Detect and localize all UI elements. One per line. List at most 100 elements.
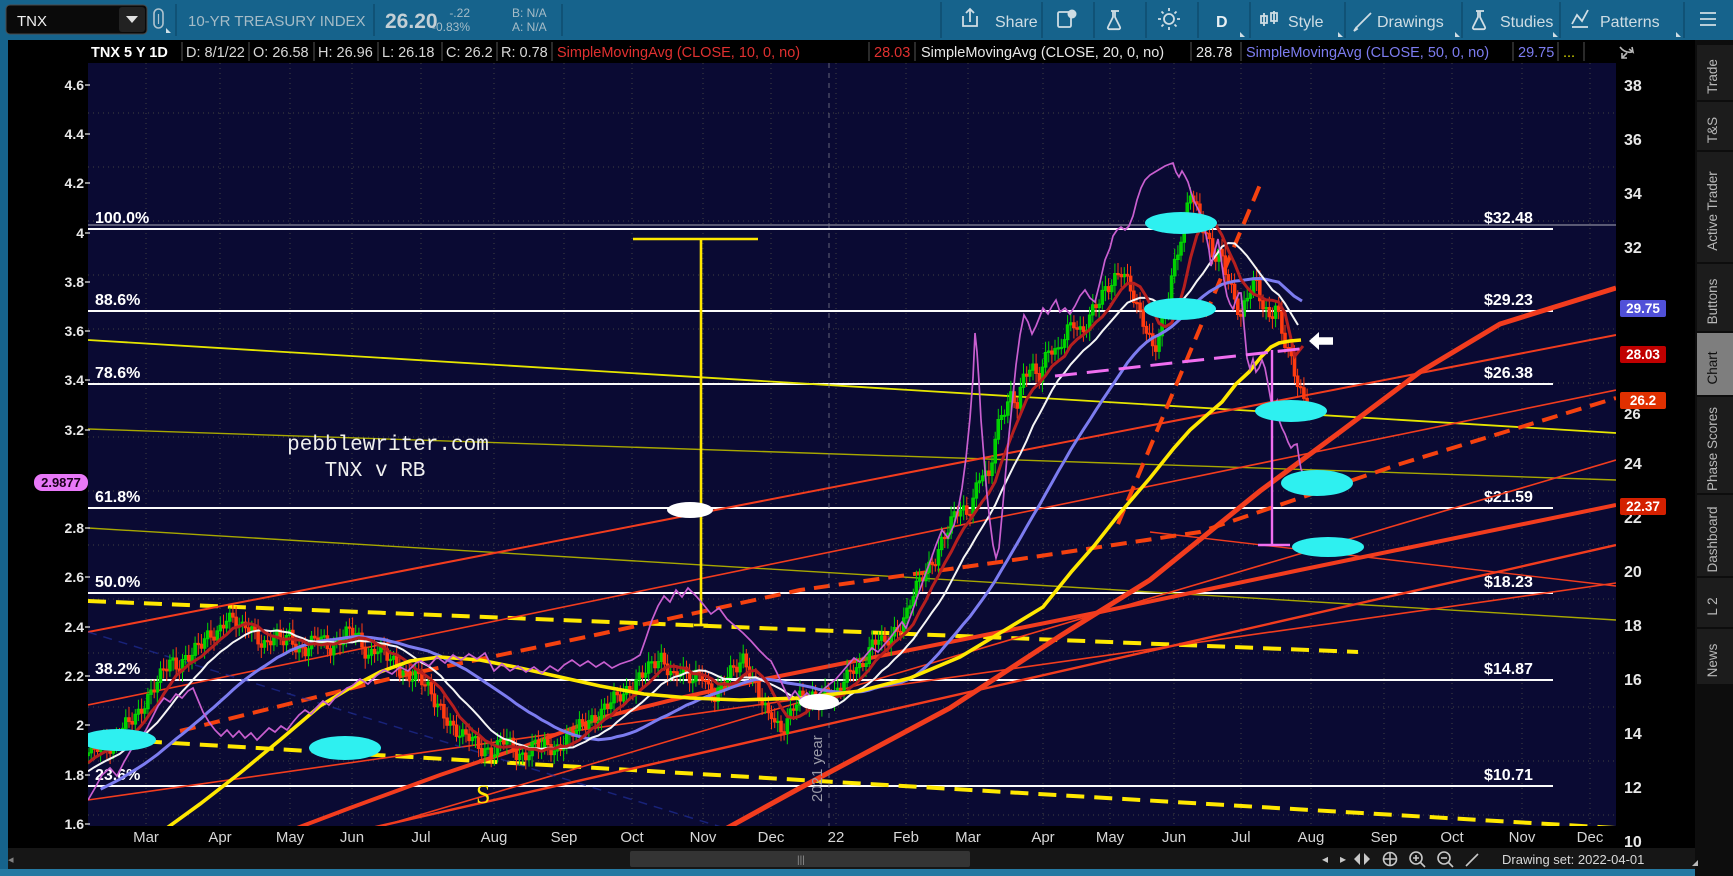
svg-text:22.37: 22.37 [1626, 499, 1660, 514]
svg-text:TNX v RB: TNX v RB [325, 460, 426, 483]
svg-text:SimpleMovingAvg (CLOSE, 20, 0,: SimpleMovingAvg (CLOSE, 20, 0, no) [921, 45, 1164, 61]
svg-text:Chart: Chart [1705, 351, 1720, 384]
svg-text:Aug: Aug [1298, 829, 1325, 846]
svg-text:24: 24 [1624, 456, 1642, 473]
svg-text:1.8: 1.8 [65, 767, 85, 783]
svg-text:O: 26.58: O: 26.58 [253, 45, 309, 61]
svg-text:14: 14 [1624, 726, 1642, 743]
svg-text:50.0%: 50.0% [95, 574, 140, 591]
svg-text:26: 26 [1624, 406, 1641, 423]
svg-text:28.78: 28.78 [1196, 45, 1232, 61]
svg-text:◂: ◂ [1322, 852, 1328, 866]
svg-text:$32.48: $32.48 [1484, 210, 1533, 227]
svg-text:1.6: 1.6 [65, 816, 85, 832]
svg-text:D: 8/1/22: D: 8/1/22 [186, 45, 245, 61]
svg-text:Drawing set: 2022-04-01: Drawing set: 2022-04-01 [1502, 852, 1644, 867]
svg-text:▸: ▸ [1340, 852, 1346, 866]
svg-text:pebblewriter.com: pebblewriter.com [287, 434, 489, 457]
svg-text:Jul: Jul [1231, 829, 1250, 846]
svg-text:$10.71: $10.71 [1484, 767, 1533, 784]
svg-text:Mar: Mar [955, 829, 981, 846]
svg-text:$18.23: $18.23 [1484, 574, 1533, 591]
svg-text:28.03: 28.03 [1626, 347, 1660, 362]
svg-text:L 2: L 2 [1705, 597, 1720, 615]
svg-text:2.6: 2.6 [65, 569, 85, 585]
svg-text:Mar: Mar [133, 829, 159, 846]
svg-text:2.8: 2.8 [65, 520, 85, 536]
svg-text:Dashboard: Dashboard [1705, 506, 1720, 572]
svg-text:88.6%: 88.6% [95, 292, 140, 309]
svg-text:26.2: 26.2 [1630, 393, 1656, 408]
svg-text:4.4: 4.4 [65, 126, 85, 142]
svg-text:18: 18 [1624, 618, 1642, 635]
svg-text:28.03: 28.03 [874, 45, 910, 61]
svg-text:100.0%: 100.0% [95, 210, 149, 227]
svg-text:L: 26.18: L: 26.18 [382, 45, 434, 61]
svg-text:29.75: 29.75 [1518, 45, 1554, 61]
svg-text:SimpleMovingAvg (CLOSE, 50, 0,: SimpleMovingAvg (CLOSE, 50, 0, no) [1246, 45, 1489, 61]
svg-text:Style: Style [1288, 14, 1324, 31]
svg-text:C: 26.2: C: 26.2 [446, 45, 493, 61]
svg-text:Studies: Studies [1500, 14, 1553, 31]
svg-text:Share: Share [995, 14, 1038, 31]
svg-text:Feb: Feb [893, 829, 919, 846]
svg-text:◂: ◂ [8, 854, 14, 866]
svg-text:4.2: 4.2 [65, 175, 85, 191]
svg-text:34: 34 [1624, 186, 1642, 203]
svg-text:Apr: Apr [1031, 829, 1054, 846]
svg-text:Oct: Oct [620, 829, 644, 846]
svg-text:H: 26.96: H: 26.96 [318, 45, 373, 61]
svg-text:4: 4 [76, 225, 84, 241]
svg-text:16: 16 [1624, 672, 1642, 689]
svg-text:Dec: Dec [1577, 829, 1604, 846]
svg-text:3.8: 3.8 [65, 274, 85, 290]
svg-text:Trade: Trade [1705, 59, 1720, 94]
svg-text:News: News [1705, 643, 1720, 677]
svg-text:Oct: Oct [1440, 829, 1464, 846]
svg-text:|||: ||| [797, 855, 805, 866]
svg-text:Sep: Sep [551, 829, 578, 846]
svg-text:Jun: Jun [1162, 829, 1186, 846]
svg-text:May: May [276, 829, 305, 846]
svg-text:$14.87: $14.87 [1484, 661, 1533, 678]
svg-text:TNX 5 Y 1D: TNX 5 Y 1D [91, 45, 168, 61]
svg-text:Apr: Apr [208, 829, 231, 846]
svg-text:10-YR TREASURY INDEX: 10-YR TREASURY INDEX [188, 13, 366, 30]
svg-text:$29.23: $29.23 [1484, 292, 1533, 309]
svg-text:R: 0.78: R: 0.78 [501, 45, 548, 61]
svg-text:Dec: Dec [758, 829, 785, 846]
svg-text:38.2%: 38.2% [95, 661, 140, 678]
svg-text:10: 10 [1624, 834, 1642, 851]
svg-text:29.75: 29.75 [1626, 301, 1660, 316]
svg-text:Patterns: Patterns [1600, 14, 1660, 31]
svg-text:2.2: 2.2 [65, 668, 85, 684]
svg-text:2.4: 2.4 [65, 619, 85, 635]
svg-text:Jun: Jun [340, 829, 364, 846]
svg-text:38: 38 [1624, 78, 1642, 95]
svg-text:2021 year: 2021 year [809, 735, 826, 802]
svg-text:Buttons: Buttons [1705, 278, 1720, 324]
svg-text:B: N/A: B: N/A [512, 6, 547, 20]
svg-text:SimpleMovingAvg (CLOSE, 10, 0,: SimpleMovingAvg (CLOSE, 10, 0, no) [557, 45, 800, 61]
svg-text:Nov: Nov [690, 829, 717, 846]
svg-text:3.4: 3.4 [65, 372, 85, 388]
svg-text:T&S: T&S [1705, 117, 1720, 143]
svg-text:3.6: 3.6 [65, 323, 85, 339]
svg-text:May: May [1096, 829, 1125, 846]
svg-text:D: D [1216, 14, 1228, 31]
svg-text:Jul: Jul [411, 829, 430, 846]
svg-text:$26.38: $26.38 [1484, 365, 1533, 382]
svg-text:$21.59: $21.59 [1484, 489, 1533, 506]
svg-text:Active Trader: Active Trader [1705, 171, 1720, 251]
svg-text:4.6: 4.6 [65, 77, 85, 93]
svg-text:-0.83%: -0.83% [432, 20, 470, 34]
svg-text:78.6%: 78.6% [95, 365, 140, 382]
svg-text:22: 22 [828, 829, 845, 846]
svg-text:32: 32 [1624, 240, 1642, 257]
svg-text:3.2: 3.2 [65, 422, 85, 438]
svg-text:61.8%: 61.8% [95, 489, 140, 506]
svg-text:...: ... [1563, 45, 1575, 61]
svg-text:20: 20 [1624, 564, 1642, 581]
svg-text:Drawings: Drawings [1377, 14, 1444, 31]
svg-text:2.9877: 2.9877 [41, 475, 81, 490]
